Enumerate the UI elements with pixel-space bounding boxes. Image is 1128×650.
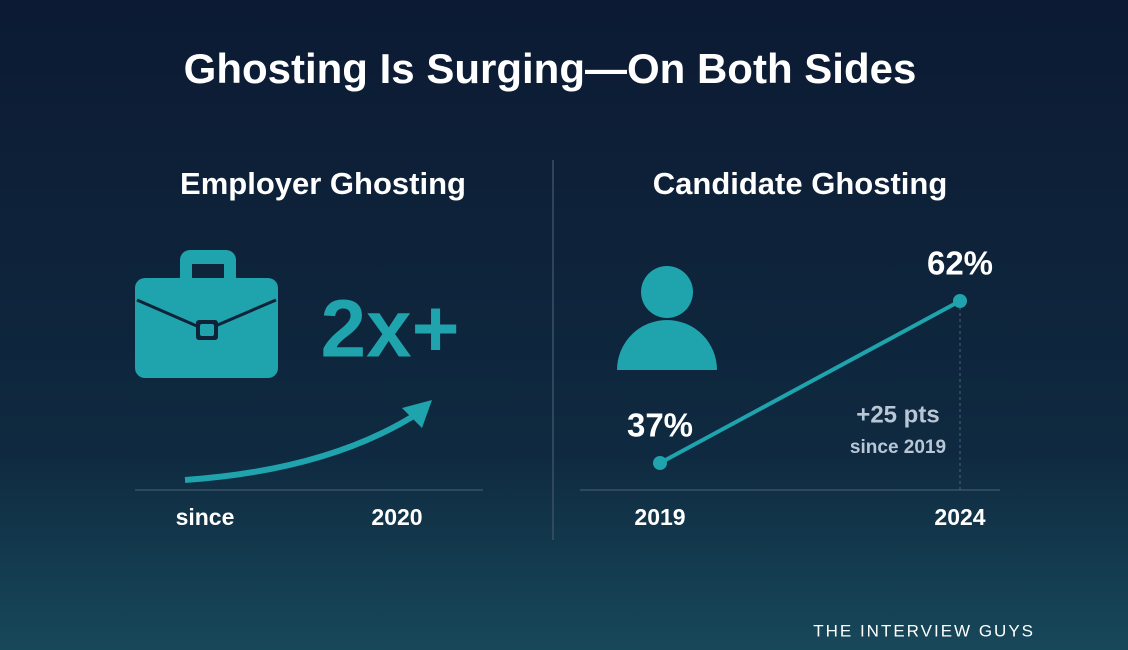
- panel-heading: Employer Ghosting: [180, 166, 466, 201]
- point: [953, 294, 967, 308]
- footer: THE INTERVIEW GUYS: [813, 621, 1035, 640]
- axis-label: 2020: [371, 504, 422, 530]
- annotation: since 2019: [850, 437, 946, 458]
- axis-label: since: [176, 504, 235, 530]
- chart-title: Candidate Ghosting: [653, 166, 948, 201]
- title: Ghosting Is Surging—On Both Sides: [184, 45, 917, 92]
- arrow-head: [402, 400, 432, 428]
- briefcase-icon: [135, 250, 278, 378]
- point: [653, 456, 667, 470]
- person-icon: [617, 266, 717, 370]
- annotation: +25 pts: [856, 401, 939, 428]
- line-chart: 37% 62% 2019 2024: [627, 245, 993, 530]
- line: [659, 299, 961, 465]
- data-label: 37%: [627, 407, 693, 444]
- x-tick-label: 2024: [934, 504, 985, 530]
- stat: 2x+: [320, 284, 459, 375]
- x-tick-label: 2019: [634, 504, 685, 530]
- trend-arrow: [184, 409, 422, 483]
- data-label: 62%: [927, 245, 993, 282]
